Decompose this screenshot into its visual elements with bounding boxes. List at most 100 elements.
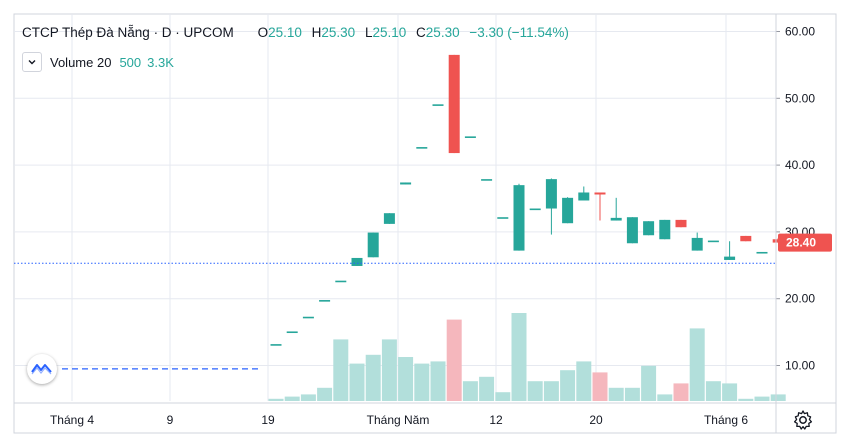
tradingview-logo-icon [31, 364, 52, 375]
candle-body [302, 316, 314, 319]
last-price-badge [778, 233, 832, 252]
volume-bar [543, 381, 559, 401]
open-key: O [257, 25, 269, 40]
volume-bar [770, 394, 786, 401]
volume-bar [495, 392, 511, 401]
volume-bar [511, 313, 527, 401]
volume-bar [349, 363, 365, 401]
candle-body [513, 185, 525, 251]
volume-bar [462, 381, 478, 401]
y-tick-label: 60.00 [785, 25, 815, 39]
candle-body [643, 221, 655, 236]
x-tick-label: 20 [589, 413, 603, 427]
candle-body [319, 300, 331, 302]
candle-body [562, 197, 574, 224]
volume-bar [673, 383, 689, 401]
y-tick-label: 20.00 [785, 292, 815, 306]
volume-bar [430, 361, 446, 401]
volume-bar [333, 339, 349, 401]
candle-body [707, 240, 719, 243]
volume-bar [738, 398, 754, 401]
volume-bar [576, 361, 592, 401]
candle-body [578, 192, 590, 201]
candle-body [529, 208, 541, 211]
candle-body [594, 192, 606, 195]
volume-bar [689, 328, 705, 401]
legend: CTCP Thép Đà Nẵng · D · UPCOM O25.10 H25… [22, 25, 569, 40]
candle-body [351, 257, 363, 266]
volume-bar [657, 394, 673, 401]
candle-body [400, 182, 412, 185]
y-tick-label: 50.00 [785, 91, 815, 105]
volume-label: Volume 20 [50, 54, 112, 70]
volume-bar [284, 396, 300, 401]
high-key: H [311, 25, 322, 40]
candle-body [286, 331, 298, 334]
candle-body [416, 147, 428, 149]
volume-legend: Volume 20 500 3.3K [22, 52, 174, 72]
volume-bar [560, 370, 576, 401]
x-tick-label: 19 [261, 413, 275, 427]
x-tick-label: 9 [167, 413, 174, 427]
volume-bar [446, 319, 462, 401]
y-tick-label: 10.00 [785, 359, 815, 373]
candle-body [675, 219, 687, 228]
candle-body [626, 217, 638, 244]
candle-body [383, 213, 395, 224]
candle-body [464, 136, 476, 138]
collapse-legend-button[interactable] [22, 52, 42, 72]
logo-button[interactable] [27, 354, 57, 384]
candle-body [448, 54, 460, 154]
chevron-down-icon [28, 60, 36, 65]
volume-bar [365, 354, 381, 401]
x-tick-label: Tháng 4 [50, 413, 94, 427]
volume-bar [641, 365, 657, 401]
volume-bar [268, 398, 284, 401]
volume-bar [754, 396, 770, 401]
candle-body [756, 251, 768, 254]
gear-icon [793, 410, 813, 430]
volume-bar [398, 357, 414, 401]
candle-body [367, 232, 379, 258]
symbol-title[interactable]: CTCP Thép Đà Nẵng · D · UPCOM [22, 25, 234, 40]
volume-value-1: 500 [119, 54, 142, 70]
volume-bar [300, 394, 316, 401]
last-price-label: 28.40 [786, 236, 816, 250]
open-value: 25.10 [268, 25, 302, 40]
volume-bar [527, 381, 543, 401]
change-value: −3.30 (−11.54%) [469, 25, 569, 40]
candle-body [432, 104, 444, 106]
volume-bar [479, 376, 495, 401]
low-key: L [364, 25, 373, 40]
candle-body [740, 235, 752, 242]
volume-bar [722, 383, 738, 401]
candle-body [497, 217, 509, 219]
chart-border [13, 13, 837, 434]
volume-bar [705, 381, 721, 401]
x-tick-label: 12 [489, 413, 503, 427]
x-tick-label: Tháng 6 [704, 413, 748, 427]
candle-body [545, 179, 557, 209]
high-value: 25.30 [321, 25, 356, 40]
candle-body [724, 256, 736, 260]
low-value: 25.10 [372, 25, 407, 40]
candle-body [691, 237, 703, 251]
candle-body [659, 219, 671, 240]
candle-body [270, 344, 282, 346]
close-value: 25.30 [425, 25, 460, 40]
volume-bar [592, 372, 608, 401]
settings-button[interactable] [791, 408, 815, 432]
volume-bar [414, 363, 430, 401]
volume-bar [317, 387, 333, 401]
x-tick-label: Tháng Năm [367, 413, 430, 427]
volume-bar [624, 387, 640, 401]
volume-series [268, 313, 786, 401]
candle-body [481, 179, 493, 181]
volume-bar [381, 339, 397, 401]
close-key: C [416, 25, 426, 40]
candle-body [335, 280, 347, 283]
price-series [270, 54, 784, 346]
